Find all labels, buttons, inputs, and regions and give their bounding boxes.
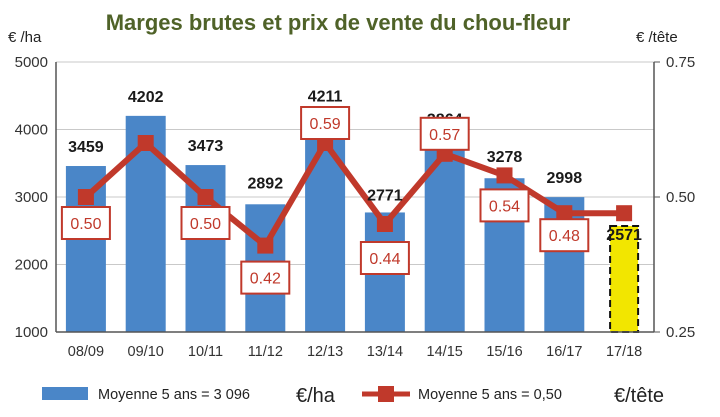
x-tick-label: 17/18 — [606, 344, 642, 360]
x-tick-label: 08/09 — [68, 344, 104, 360]
bar-value-label: 4211 — [308, 88, 343, 105]
price-label-box — [539, 218, 590, 253]
price-label-box — [479, 188, 530, 223]
x-tick-label: 11/12 — [248, 344, 283, 360]
right-tick-label: 0.75 — [666, 54, 695, 71]
bar-forecast — [609, 224, 640, 334]
price-marker — [77, 189, 94, 205]
x-tick-label: 09/10 — [128, 344, 164, 360]
price-value-label: 0.42 — [250, 271, 281, 288]
price-value-label: 0.44 — [369, 251, 400, 268]
bar-value-label: 2771 — [367, 187, 403, 204]
price-label-box — [60, 206, 111, 240]
legend-bar-swatch — [42, 387, 88, 400]
price-line — [77, 135, 633, 254]
x-tick-label: 10/11 — [188, 344, 223, 360]
price-value-label: 0.50 — [70, 216, 101, 233]
price-label-box — [240, 260, 291, 295]
bar-value-label: 2998 — [547, 170, 583, 187]
price-marker — [257, 237, 274, 254]
legend-bar-label: Moyenne 5 ans = 3 096 — [98, 387, 250, 403]
data-labels: 3459420234732892421127713864327829982571… — [60, 88, 642, 295]
price-label-box — [180, 206, 231, 240]
price-marker — [556, 205, 573, 222]
price-marker — [496, 167, 513, 184]
legend-bar-unit: €/ha — [296, 385, 336, 407]
right-tick-label: 0.25 — [666, 324, 695, 341]
x-tick-label: 12/13 — [307, 344, 343, 360]
axes: 08/09 09/10 10/11 11/12 12/13 13/14 14/15 15/16… — [55, 62, 655, 360]
bar-value-label: 4202 — [128, 89, 164, 106]
bar-value-label: 2571 — [606, 227, 642, 244]
price-marker — [137, 135, 154, 151]
price-label-box — [419, 116, 470, 151]
left-axis-unit: € /ha — [8, 29, 42, 46]
price-line-path — [83, 140, 625, 249]
legend-line-label: Moyenne 5 ans = 0,50 — [418, 387, 562, 403]
legend-line-marker — [378, 386, 394, 402]
right-axis-unit: € /tête — [636, 29, 678, 46]
left-tick-label: 5000 — [15, 54, 48, 71]
price-value-label: 0.50 — [190, 216, 221, 233]
bar — [305, 115, 346, 332]
x-tick-label: 13/14 — [367, 344, 403, 360]
left-tick-label: 4000 — [15, 122, 48, 139]
chart-title: Marges brutes et prix de vente du chou-f… — [106, 10, 571, 35]
price-marker — [197, 189, 214, 205]
bar-value-label: 3459 — [68, 139, 104, 156]
legend: Moyenne 5 ans = 3 096 €/ha Moyenne 5 ans =… — [42, 385, 664, 407]
price-value-label: 0.59 — [310, 116, 341, 133]
legend-line-unit: €/tête — [614, 385, 664, 407]
bar-value-label: 2892 — [248, 175, 284, 192]
price-value-label: 0.57 — [429, 127, 460, 144]
grid: 1000 2000 3000 4000 5000 0.25 0.50 0.75 — [15, 54, 696, 341]
price-label-box — [359, 241, 410, 275]
price-label-box — [300, 106, 351, 140]
left-tick-label: 3000 — [15, 189, 48, 206]
price-value-label: 0.48 — [549, 228, 580, 245]
price-value-label: 0.54 — [489, 198, 520, 215]
price-marker — [376, 216, 393, 232]
x-tick-label: 16/17 — [546, 344, 582, 360]
price-marker — [616, 205, 633, 222]
right-tick-label: 0.50 — [666, 189, 695, 206]
left-tick-label: 1000 — [15, 324, 48, 341]
left-tick-label: 2000 — [15, 257, 48, 274]
bar-value-label: 3473 — [188, 138, 224, 155]
bar-value-label: 3278 — [487, 149, 523, 166]
x-tick-label: 15/16 — [486, 344, 522, 360]
x-tick-label: 14/15 — [427, 344, 463, 360]
